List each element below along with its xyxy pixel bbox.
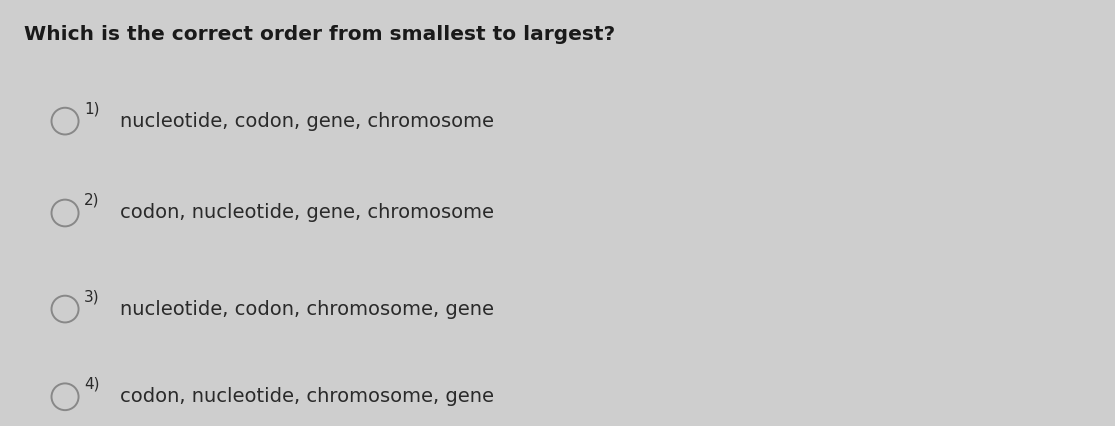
Text: 1): 1): [84, 101, 99, 116]
Text: 3): 3): [84, 289, 99, 304]
Text: nucleotide, codon, gene, chromosome: nucleotide, codon, gene, chromosome: [119, 112, 494, 131]
Text: Which is the correct order from smallest to largest?: Which is the correct order from smallest…: [25, 25, 615, 44]
Text: codon, nucleotide, gene, chromosome: codon, nucleotide, gene, chromosome: [119, 204, 494, 222]
Text: 2): 2): [84, 193, 99, 208]
Text: nucleotide, codon, chromosome, gene: nucleotide, codon, chromosome, gene: [119, 299, 494, 319]
Text: 4): 4): [84, 377, 99, 392]
Text: codon, nucleotide, chromosome, gene: codon, nucleotide, chromosome, gene: [119, 387, 494, 406]
